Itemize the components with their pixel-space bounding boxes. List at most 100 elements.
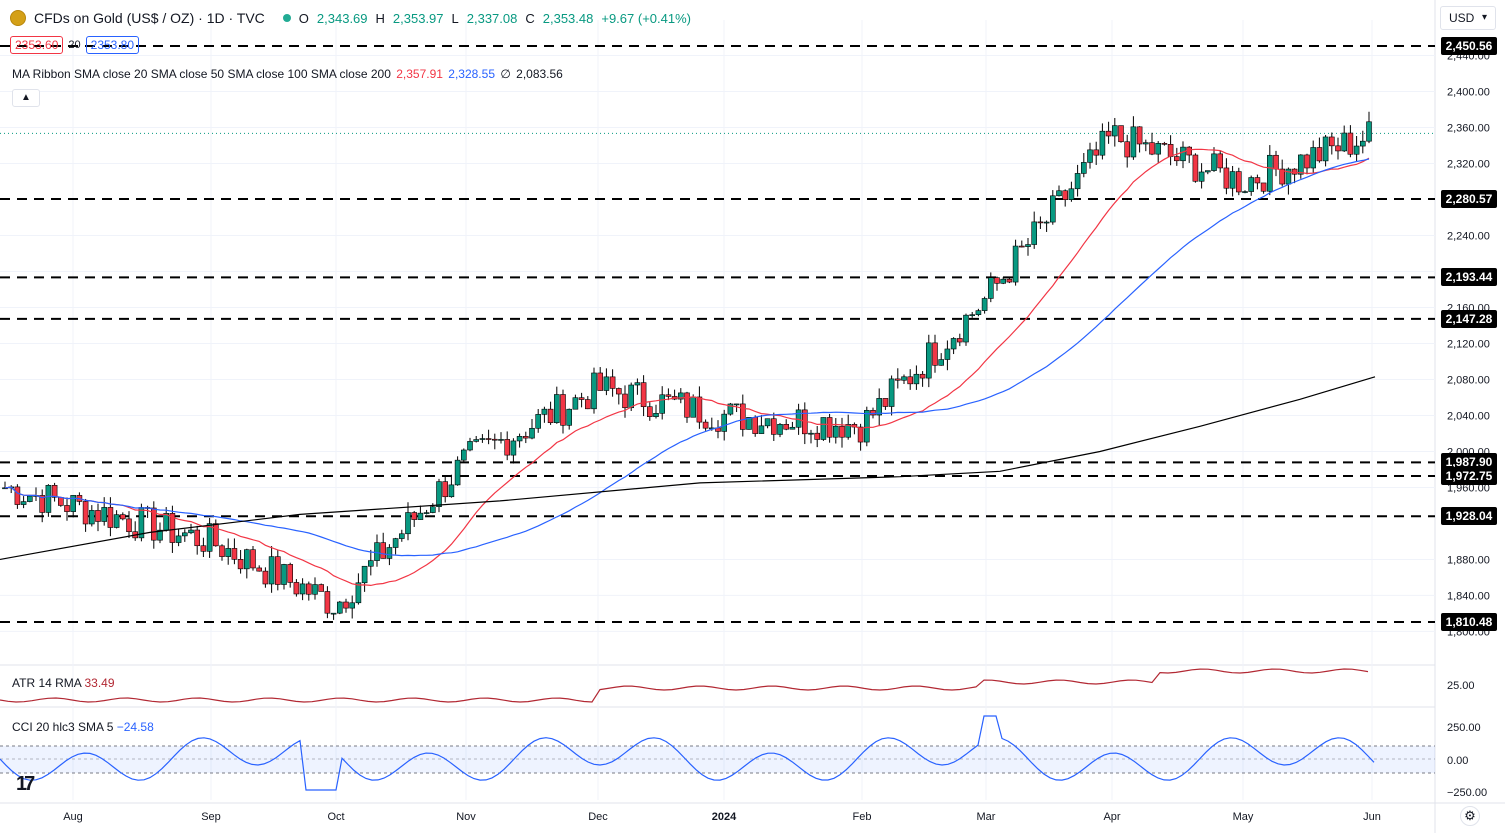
collapse-legend-button[interactable]: ▲ bbox=[12, 89, 40, 107]
candle-body bbox=[169, 513, 176, 543]
ma-value-2: 2,328.55 bbox=[448, 67, 495, 81]
level-price-tag: 2,147.28 bbox=[1441, 309, 1497, 328]
candle-body bbox=[1167, 144, 1174, 157]
candle-body bbox=[758, 425, 765, 434]
level-price-tag: 2,193.44 bbox=[1441, 268, 1497, 287]
candle-body bbox=[566, 408, 573, 426]
time-tick-label: Dec bbox=[588, 811, 608, 823]
candle-body bbox=[318, 584, 325, 592]
low-value: 2,337.08 bbox=[466, 10, 518, 26]
candle-body bbox=[1074, 173, 1081, 190]
candle-body bbox=[82, 501, 89, 525]
candle-body bbox=[1198, 171, 1205, 182]
candle-body bbox=[1260, 182, 1267, 192]
candle-body bbox=[820, 417, 827, 440]
price-tick-label: 2,240.00 bbox=[1447, 230, 1490, 242]
candle-body bbox=[1037, 221, 1044, 224]
candle-body bbox=[721, 413, 728, 432]
candle-body bbox=[547, 408, 554, 424]
candle-body bbox=[553, 394, 560, 424]
candle-body bbox=[1248, 177, 1254, 192]
candle-body bbox=[473, 439, 480, 442]
candle-body bbox=[1105, 130, 1112, 137]
candle-body bbox=[919, 373, 926, 379]
settings-icon[interactable]: ⚙ bbox=[1460, 806, 1480, 826]
candle-body bbox=[1329, 136, 1335, 147]
bid-button[interactable]: 2353.60 bbox=[10, 36, 64, 54]
candle-body bbox=[250, 549, 256, 569]
cci-line bbox=[0, 715, 1375, 791]
open-label: O bbox=[298, 10, 309, 26]
candle-body bbox=[882, 398, 889, 407]
candle-body bbox=[541, 408, 548, 415]
candle-body bbox=[491, 438, 498, 441]
time-tick-label: Nov bbox=[456, 811, 476, 823]
atr-legend[interactable]: ATR 14 RMA 33.49 bbox=[12, 676, 115, 690]
candle-body bbox=[1223, 167, 1230, 189]
currency-selector[interactable]: USD ▾ bbox=[1440, 6, 1496, 30]
candle-body bbox=[1043, 221, 1050, 224]
candle-body bbox=[876, 398, 883, 416]
atr-value: 33.49 bbox=[84, 676, 115, 690]
ask-button[interactable]: 2353.80 bbox=[85, 36, 140, 54]
price-tick-label: 1,880.00 bbox=[1447, 554, 1490, 566]
candle-body bbox=[839, 425, 845, 438]
candle-body bbox=[733, 403, 740, 406]
candle-body bbox=[925, 342, 932, 379]
chevron-down-icon: ▾ bbox=[1481, 12, 1487, 23]
candle-body bbox=[26, 495, 33, 502]
candle-body bbox=[591, 372, 597, 410]
gold-icon bbox=[10, 10, 26, 26]
candle-body bbox=[1273, 154, 1279, 170]
level-price-tag: 1,987.90 bbox=[1441, 453, 1497, 472]
candle-body bbox=[597, 372, 604, 391]
candle-body bbox=[677, 392, 684, 400]
candle-body bbox=[101, 507, 107, 522]
ma-ribbon-legend[interactable]: MA Ribbon SMA close 20 SMA close 50 SMA … bbox=[12, 67, 565, 81]
candle-body bbox=[1025, 244, 1031, 247]
time-tick-label: 2024 bbox=[712, 811, 737, 823]
price-tick-label: 1,840.00 bbox=[1447, 590, 1490, 602]
candle-body bbox=[1155, 143, 1161, 155]
time-tick-label: Oct bbox=[327, 811, 344, 823]
candle-body bbox=[312, 584, 318, 595]
candle-body bbox=[863, 410, 870, 443]
price-tick-label: 2,400.00 bbox=[1447, 86, 1490, 98]
candle-body bbox=[386, 547, 393, 559]
candle-body bbox=[479, 438, 486, 440]
candle-body bbox=[913, 373, 920, 385]
candle-body bbox=[1062, 190, 1068, 200]
time-tick-label: Aug bbox=[63, 811, 83, 823]
candle-body bbox=[1130, 126, 1137, 158]
price-tick-label: 1,960.00 bbox=[1447, 482, 1490, 494]
candle-body bbox=[417, 512, 424, 520]
cci-label: CCI 20 hlc3 SMA 5 bbox=[12, 720, 114, 734]
candle-body bbox=[857, 426, 864, 443]
low-label: L bbox=[451, 10, 459, 26]
candle-body bbox=[628, 384, 635, 409]
candle-body bbox=[1081, 162, 1087, 174]
candle-body bbox=[213, 523, 219, 547]
cci-legend[interactable]: CCI 20 hlc3 SMA 5 −24.58 bbox=[12, 720, 154, 734]
ma-ribbon-label: MA Ribbon SMA close 20 SMA close 50 SMA … bbox=[12, 67, 391, 81]
candle-body bbox=[355, 582, 362, 604]
atr-label: ATR 14 RMA bbox=[12, 676, 82, 690]
tradingview-logo[interactable]: 17 bbox=[16, 773, 35, 795]
candle-body bbox=[1087, 149, 1093, 163]
candle-body bbox=[584, 399, 591, 410]
candle-body bbox=[1291, 168, 1298, 175]
candle-body bbox=[690, 396, 697, 418]
candle-body bbox=[1124, 141, 1130, 158]
candle-body bbox=[665, 394, 672, 397]
candle-body bbox=[702, 421, 709, 429]
candle-body bbox=[963, 314, 969, 343]
candle-body bbox=[975, 310, 982, 315]
candle-body bbox=[1093, 149, 1099, 156]
symbol-title[interactable]: CFDs on Gold (US$ / OZ) · 1D · TVC bbox=[34, 10, 265, 26]
candle-body bbox=[1353, 145, 1360, 155]
candle-body bbox=[1310, 147, 1316, 169]
candle-body bbox=[727, 403, 734, 415]
candle-body bbox=[1347, 132, 1354, 155]
candle-body bbox=[832, 425, 839, 438]
